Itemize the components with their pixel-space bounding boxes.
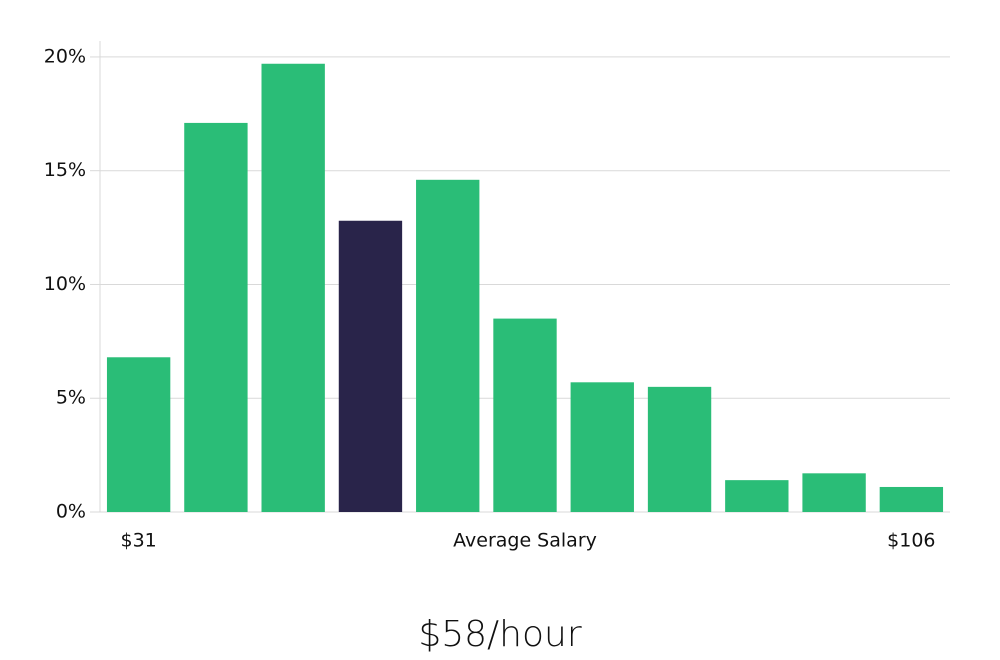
bar <box>647 386 712 512</box>
x-tick-label: $31 <box>121 530 157 552</box>
bar <box>184 122 248 513</box>
bar <box>879 486 944 512</box>
bar <box>570 382 634 512</box>
bar <box>493 318 557 512</box>
x-axis-label: Average Salary <box>453 530 597 552</box>
y-tick-label: 5% <box>56 387 86 409</box>
bar <box>261 63 325 512</box>
y-tick-label: 10% <box>44 273 86 295</box>
y-tick-label: 15% <box>44 159 86 181</box>
bar <box>106 357 171 512</box>
chart-subtitle: $58/hour <box>418 614 582 655</box>
bar <box>802 473 866 512</box>
bar <box>416 179 480 512</box>
bar <box>338 220 403 513</box>
x-tick-label: $106 <box>887 530 935 552</box>
y-tick-label: 0% <box>56 501 86 523</box>
bar <box>725 480 789 512</box>
y-tick-label: 20% <box>44 45 86 67</box>
